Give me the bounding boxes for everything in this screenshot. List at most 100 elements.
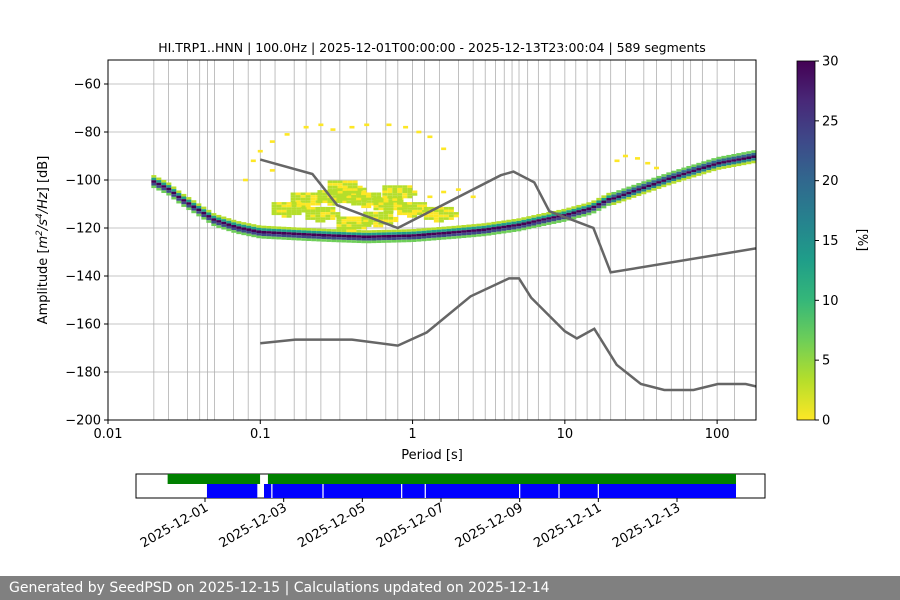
- psd-cell: [246, 228, 251, 231]
- psd-cell: [351, 235, 356, 238]
- psd-cell: [416, 234, 421, 237]
- psd-cell: [556, 210, 561, 213]
- psd-cell: [402, 202, 407, 205]
- psd-cell: [266, 229, 271, 232]
- psd-cell: [285, 133, 290, 136]
- psd-cell: [317, 193, 322, 196]
- footer-bar: Generated by SeedPSD on 2025-12-15 | Cal…: [0, 576, 900, 600]
- psd-cell: [521, 220, 526, 223]
- psd-cell: [516, 224, 521, 227]
- psd-cell: [516, 226, 521, 229]
- timeline-gap: [322, 484, 323, 498]
- psd-cell: [671, 176, 676, 179]
- psd-cell: [481, 223, 486, 226]
- psd-cell: [397, 196, 402, 199]
- psd-cell: [402, 210, 407, 213]
- psd-cell: [641, 189, 646, 192]
- psd-cell: [746, 162, 751, 165]
- psd-cell: [656, 184, 661, 187]
- psd-cell: [316, 231, 321, 234]
- psd-cell: [281, 229, 286, 232]
- psd-cell: [471, 232, 476, 235]
- psd-cell: [427, 136, 432, 139]
- psd-cell: [161, 183, 166, 186]
- psd-cell: [424, 217, 429, 220]
- psd-cell: [271, 237, 276, 240]
- psd-cell: [261, 226, 266, 229]
- psd-cell: [317, 198, 322, 201]
- timeline-date-label: 2025-12-01: [138, 500, 211, 551]
- psd-cell: [282, 202, 287, 205]
- psd-cell: [282, 205, 287, 208]
- psd-cell: [691, 172, 696, 175]
- psd-cell: [451, 228, 456, 231]
- psd-cell: [171, 194, 176, 197]
- psd-cell: [366, 230, 371, 233]
- x-tick-label: 1: [408, 427, 416, 442]
- psd-cell: [736, 153, 741, 156]
- psd-cell: [731, 162, 736, 165]
- psd-cell: [311, 195, 316, 198]
- psd-cell: [412, 202, 417, 205]
- psd-cell: [711, 161, 716, 164]
- psd-cell: [636, 191, 641, 194]
- psd-cell: [446, 226, 451, 229]
- psd-cell: [426, 230, 431, 233]
- psd-cell: [328, 181, 333, 184]
- psd-cell: [461, 225, 466, 228]
- psd-cell: [191, 211, 196, 214]
- psd-cell: [171, 186, 176, 189]
- psd-cell: [266, 234, 271, 237]
- psd-cell: [491, 224, 496, 227]
- psd-cell: [481, 234, 486, 237]
- psd-cell: [441, 232, 446, 235]
- psd-cell: [346, 217, 351, 220]
- psd-cell: [541, 221, 546, 224]
- psd-cell: [166, 188, 171, 191]
- psd-cell: [546, 220, 551, 223]
- psd-cell: [551, 219, 556, 222]
- psd-cell: [631, 193, 636, 196]
- y-tick-label: −160: [65, 318, 101, 333]
- psd-cell: [378, 205, 383, 208]
- psd-cell: [416, 131, 421, 134]
- psd-cell: [426, 233, 431, 236]
- psd-cell: [491, 222, 496, 225]
- psd-cell: [511, 227, 516, 230]
- psd-cell: [343, 191, 348, 194]
- psd-cell: [561, 212, 566, 215]
- psd-cell: [626, 189, 631, 192]
- psd-cell: [363, 212, 368, 215]
- psd-cell: [246, 231, 251, 234]
- psd-cell: [272, 205, 277, 208]
- psd-cell: [721, 166, 726, 169]
- psd-cell: [296, 230, 301, 233]
- psd-cell: [402, 188, 407, 191]
- psd-cell: [586, 210, 591, 213]
- psd-cell: [696, 165, 701, 168]
- x-tick-label: 0.01: [94, 427, 123, 442]
- psd-cell: [596, 203, 601, 206]
- psd-cell: [388, 205, 393, 208]
- psd-cell: [402, 193, 407, 196]
- psd-cell: [363, 220, 368, 223]
- psd-cell: [676, 172, 681, 175]
- psd-cell: [439, 215, 444, 218]
- psd-cell: [566, 208, 571, 211]
- psd-cell: [486, 223, 491, 226]
- psd-cell: [521, 217, 526, 220]
- psd-cell: [186, 197, 191, 200]
- psd-cell: [320, 207, 325, 210]
- psd-cell: [396, 232, 401, 235]
- psd-cell: [368, 222, 373, 225]
- psd-cell: [491, 230, 496, 233]
- psd-cell: [320, 217, 325, 220]
- psd-cell: [431, 227, 436, 230]
- psd-cell: [606, 201, 611, 204]
- psd-cell: [531, 218, 536, 221]
- psd-cell: [348, 186, 353, 189]
- psd-cell: [316, 228, 321, 231]
- psd-cell: [422, 202, 427, 205]
- psd-cell: [397, 213, 402, 216]
- psd-cell: [611, 197, 616, 200]
